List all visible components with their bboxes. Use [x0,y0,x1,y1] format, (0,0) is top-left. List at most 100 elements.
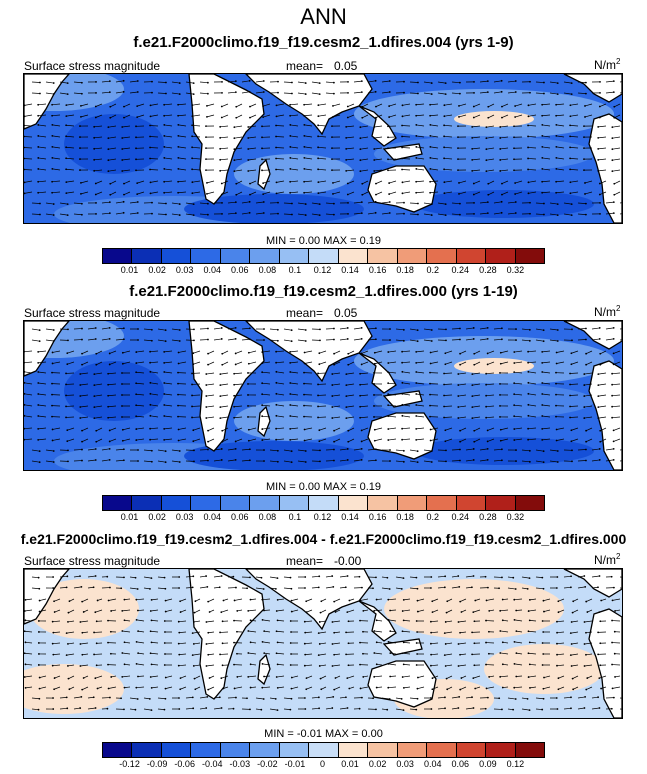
wind-arrow [138,630,145,633]
colorbar-tick-label: 0.03 [396,759,414,769]
wind-arrow [348,350,355,355]
colorbar-tick-label: 0.18 [396,265,414,275]
wind-arrow-head [500,211,503,214]
wind-arrow-head [92,586,95,589]
wind-arrow-head [472,575,475,577]
wind-arrow-head [362,630,364,633]
wind-arrow-head [444,214,447,217]
wind-arrow-head [66,352,69,355]
wind-arrow [459,427,467,432]
wind-arrow [334,598,341,602]
wind-arrow-head [206,695,209,698]
wind-arrow-head [289,168,292,170]
wind-arrow [346,372,355,375]
wind-arrow [529,686,537,689]
wind-arrow [94,405,103,408]
wind-arrow [45,328,54,331]
wind-arrow-head [446,600,449,603]
wind-arrow-head [557,611,560,614]
wind-arrow-head [457,707,460,709]
wind-arrow-head [163,427,166,430]
wind-arrow-head [221,363,224,366]
wind-arrow-head [177,191,180,194]
wind-arrow [598,405,607,408]
wind-arrow-head [375,193,377,196]
wind-arrow [137,103,145,107]
wind-arrow [31,449,40,452]
wind-arrow [94,394,103,397]
wind-arrow [549,460,558,463]
wind-arrow [297,449,306,452]
wind-arrow-head [218,696,221,699]
wind-arrow [319,350,327,354]
wind-arrow-head [541,382,544,384]
wind-arrow [192,180,201,183]
wind-arrow-head [570,440,573,443]
panel-1-colorbar [102,248,545,264]
wind-arrow-head [487,586,489,589]
wind-arrow-head [611,599,614,602]
wind-arrow-head [430,664,432,667]
wind-arrow [318,653,327,656]
wind-arrow [360,125,369,128]
wind-arrow-head [221,664,224,667]
colorbar-swatch [397,249,428,263]
wind-arrow [570,136,579,138]
wind-arrow-head [458,116,460,118]
wind-arrow-head [332,116,334,118]
wind-arrow-head [178,631,181,634]
wind-arrow [571,350,579,354]
wind-arrow-head [81,448,83,451]
wind-arrow [220,147,229,150]
wind-arrow [67,620,75,623]
wind-arrow [235,427,243,431]
wind-arrow [192,157,201,160]
wind-arrow [361,427,369,431]
wind-arrow-head [149,610,152,612]
wind-arrow [591,338,600,341]
wind-arrow [417,609,425,612]
wind-arrow [346,383,355,386]
wind-arrow [367,459,376,462]
wind-arrow [193,642,201,645]
wind-arrow-head [220,105,223,108]
panel-1-mean-value: 0.05 [334,59,358,73]
wind-arrow [38,168,47,171]
wind-arrow-head [93,395,96,398]
wind-arrow [171,339,180,342]
wind-arrow-head [221,429,224,432]
wind-arrow [332,114,341,118]
wind-arrow [192,168,201,171]
wind-arrow-head [597,125,600,128]
wind-arrow-head [122,327,125,330]
wind-arrow-head [194,688,197,691]
wind-arrow [122,361,131,365]
wind-arrow-head [415,361,418,364]
wind-arrow-head [317,135,320,138]
wind-arrow-head [388,588,391,590]
wind-arrow-head [417,92,419,95]
wind-arrow-head [37,438,40,441]
wind-arrow [66,191,75,194]
wind-arrow [101,448,110,451]
wind-arrow [241,338,250,341]
wind-arrow-head [611,148,614,151]
wind-arrow [374,630,383,633]
field-patch [64,114,164,174]
wind-arrow-head [457,621,460,623]
wind-arrow [591,707,600,710]
wind-arrow-head [66,82,69,85]
wind-arrow-head [24,427,26,430]
wind-arrow-head [206,192,208,195]
wind-arrow [81,427,89,431]
wind-arrow [458,191,467,195]
wind-arrow-head [443,383,445,386]
wind-arrow [416,350,425,353]
wind-arrow [529,664,537,666]
wind-arrow-head [65,632,68,635]
wind-arrow [487,350,495,354]
wind-arrow-head [360,80,363,83]
wind-arrow-head [121,405,123,407]
wind-arrow-head [556,340,559,342]
wind-arrow-head [570,575,572,578]
